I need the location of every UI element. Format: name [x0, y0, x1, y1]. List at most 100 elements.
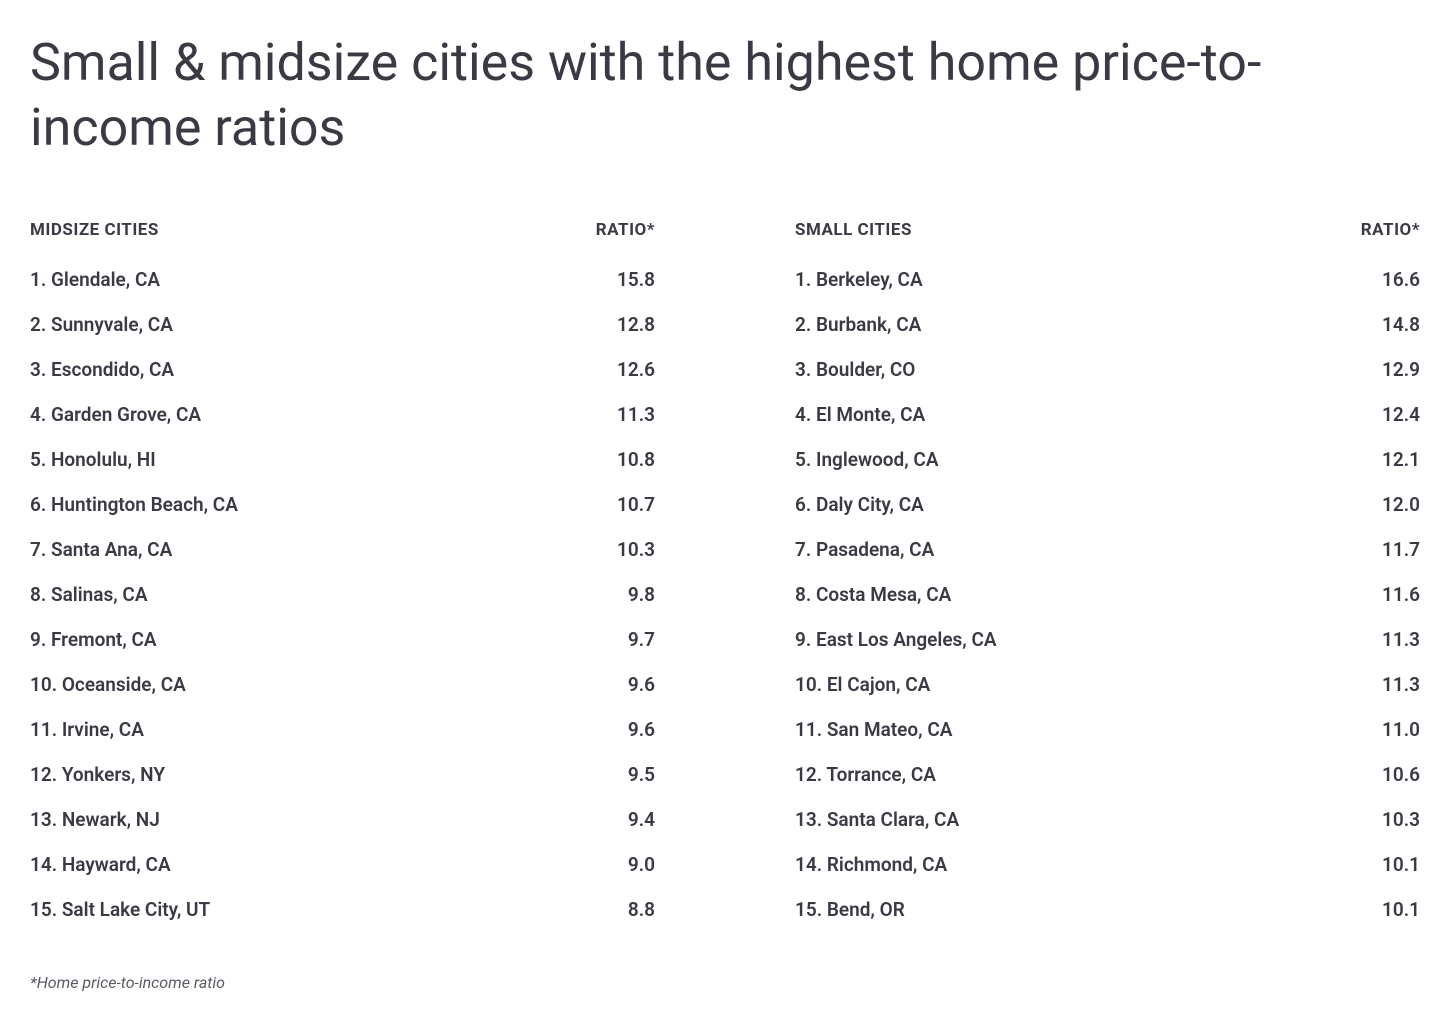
city-name: 14. Hayward, CA — [30, 853, 171, 876]
table-row: 15. Bend, OR 10.1 — [795, 898, 1420, 921]
ratio-value: 10.1 — [1382, 853, 1420, 876]
table-row: 4. El Monte, CA 12.4 — [795, 403, 1420, 426]
table-row: 3. Boulder, CO 12.9 — [795, 358, 1420, 381]
table-row: 13. Santa Clara, CA 10.3 — [795, 808, 1420, 831]
ratio-header-label: RATIO* — [1361, 220, 1420, 240]
table-row: 10. El Cajon, CA 11.3 — [795, 673, 1420, 696]
ratio-value: 9.6 — [628, 718, 655, 741]
city-name: 15. Bend, OR — [795, 898, 905, 921]
city-name: 1. Glendale, CA — [30, 268, 160, 291]
page-title: Small & midsize cities with the highest … — [30, 30, 1420, 160]
ratio-value: 12.0 — [1382, 493, 1420, 516]
ratio-value: 15.8 — [617, 268, 655, 291]
midsize-cities-table: MIDSIZE CITIES RATIO* 1. Glendale, CA 15.… — [30, 220, 655, 943]
city-name: 12. Yonkers, NY — [30, 763, 165, 786]
ratio-value: 12.8 — [617, 313, 655, 336]
city-name: 8. Salinas, CA — [30, 583, 148, 606]
city-name: 4. El Monte, CA — [795, 403, 925, 426]
table-row: 3. Escondido, CA 12.6 — [30, 358, 655, 381]
ratio-value: 10.6 — [1382, 763, 1420, 786]
ratio-value: 9.6 — [628, 673, 655, 696]
cities-header-label: SMALL CITIES — [795, 220, 912, 240]
ratio-value: 11.6 — [1382, 583, 1420, 606]
city-name: 4. Garden Grove, CA — [30, 403, 201, 426]
table-row: 8. Salinas, CA 9.8 — [30, 583, 655, 606]
city-name: 11. San Mateo, CA — [795, 718, 952, 741]
table-row: 14. Richmond, CA 10.1 — [795, 853, 1420, 876]
city-name: 5. Honolulu, HI — [30, 448, 156, 471]
city-name: 2. Burbank, CA — [795, 313, 921, 336]
city-name: 14. Richmond, CA — [795, 853, 947, 876]
city-name: 5. Inglewood, CA — [795, 448, 939, 471]
ratio-value: 12.4 — [1382, 403, 1420, 426]
table-row: 2. Sunnyvale, CA 12.8 — [30, 313, 655, 336]
ratio-value: 16.6 — [1382, 268, 1420, 291]
city-name: 13. Santa Clara, CA — [795, 808, 959, 831]
ratio-value: 10.3 — [1382, 808, 1420, 831]
city-name: 11. Irvine, CA — [30, 718, 144, 741]
table-row: 2. Burbank, CA 14.8 — [795, 313, 1420, 336]
city-name: 9. Fremont, CA — [30, 628, 157, 651]
ratio-value: 11.3 — [617, 403, 655, 426]
city-name: 3. Escondido, CA — [30, 358, 174, 381]
ratio-value: 9.7 — [628, 628, 655, 651]
table-row: 5. Honolulu, HI 10.8 — [30, 448, 655, 471]
city-name: 13. Newark, NJ — [30, 808, 160, 831]
footnote: *Home price-to-income ratio — [30, 973, 1420, 992]
city-name: 12. Torrance, CA — [795, 763, 936, 786]
table-row: 12. Yonkers, NY 9.5 — [30, 763, 655, 786]
ratio-value: 10.3 — [617, 538, 655, 561]
city-name: 3. Boulder, CO — [795, 358, 915, 381]
table-header: MIDSIZE CITIES RATIO* — [30, 220, 655, 240]
ratio-value: 9.4 — [628, 808, 655, 831]
table-header: SMALL CITIES RATIO* — [795, 220, 1420, 240]
ratio-value: 14.8 — [1382, 313, 1420, 336]
city-name: 6. Daly City, CA — [795, 493, 924, 516]
cities-header-label: MIDSIZE CITIES — [30, 220, 159, 240]
ratio-value: 11.0 — [1382, 718, 1420, 741]
table-row: 12. Torrance, CA 10.6 — [795, 763, 1420, 786]
ratio-header-label: RATIO* — [596, 220, 655, 240]
table-row: 5. Inglewood, CA 12.1 — [795, 448, 1420, 471]
city-name: 8. Costa Mesa, CA — [795, 583, 951, 606]
table-row: 8. Costa Mesa, CA 11.6 — [795, 583, 1420, 606]
table-row: 9. Fremont, CA 9.7 — [30, 628, 655, 651]
city-name: 7. Pasadena, CA — [795, 538, 934, 561]
city-name: 6. Huntington Beach, CA — [30, 493, 238, 516]
table-row: 10. Oceanside, CA 9.6 — [30, 673, 655, 696]
city-name: 9. East Los Angeles, CA — [795, 628, 997, 651]
ratio-value: 9.5 — [628, 763, 655, 786]
table-row: 11. Irvine, CA 9.6 — [30, 718, 655, 741]
ratio-value: 11.3 — [1382, 628, 1420, 651]
table-row: 1. Glendale, CA 15.8 — [30, 268, 655, 291]
ratio-value: 11.3 — [1382, 673, 1420, 696]
ratio-value: 9.0 — [628, 853, 655, 876]
ratio-value: 10.8 — [617, 448, 655, 471]
table-row: 7. Pasadena, CA 11.7 — [795, 538, 1420, 561]
ratio-value: 12.9 — [1382, 358, 1420, 381]
city-name: 15. Salt Lake City, UT — [30, 898, 210, 921]
table-row: 14. Hayward, CA 9.0 — [30, 853, 655, 876]
table-row: 9. East Los Angeles, CA 11.3 — [795, 628, 1420, 651]
table-row: 11. San Mateo, CA 11.0 — [795, 718, 1420, 741]
ratio-value: 11.7 — [1382, 538, 1420, 561]
city-name: 1. Berkeley, CA — [795, 268, 923, 291]
table-row: 6. Huntington Beach, CA 10.7 — [30, 493, 655, 516]
ratio-value: 12.6 — [617, 358, 655, 381]
table-row: 6. Daly City, CA 12.0 — [795, 493, 1420, 516]
ratio-value: 12.1 — [1382, 448, 1420, 471]
table-row: 15. Salt Lake City, UT 8.8 — [30, 898, 655, 921]
table-row: 7. Santa Ana, CA10.3 — [30, 538, 655, 561]
small-rows: 1. Berkeley, CA 16.6 2. Burbank, CA 14.8 3. … — [795, 268, 1420, 921]
city-name: 2. Sunnyvale, CA — [30, 313, 173, 336]
city-name: 10. El Cajon, CA — [795, 673, 930, 696]
ratio-value: 8.8 — [628, 898, 655, 921]
ratio-value: 10.7 — [617, 493, 655, 516]
table-row: 1. Berkeley, CA 16.6 — [795, 268, 1420, 291]
table-row: 13. Newark, NJ 9.4 — [30, 808, 655, 831]
ratio-value: 9.8 — [628, 583, 655, 606]
city-name: 10. Oceanside, CA — [30, 673, 186, 696]
midsize-rows: 1. Glendale, CA 15.8 2. Sunnyvale, CA 12.8 3… — [30, 268, 655, 921]
table-row: 4. Garden Grove, CA 11.3 — [30, 403, 655, 426]
ratio-value: 10.1 — [1382, 898, 1420, 921]
